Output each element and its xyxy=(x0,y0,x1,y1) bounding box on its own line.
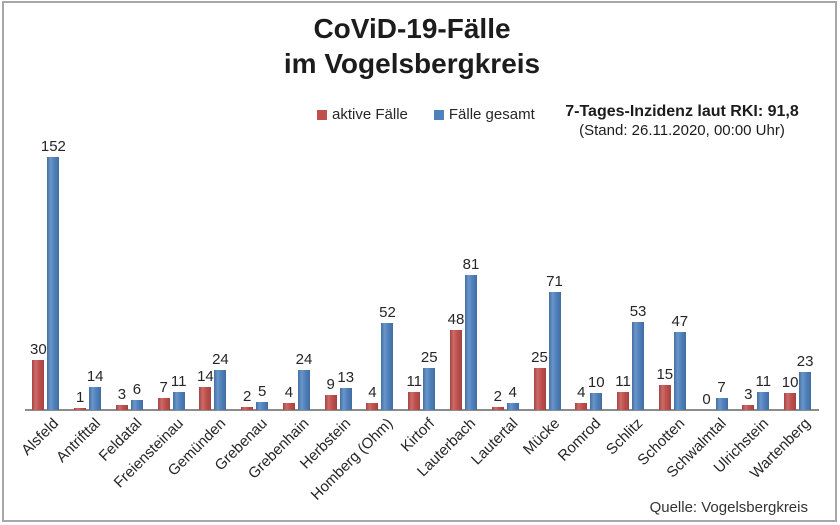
total-cases-bar xyxy=(673,332,686,410)
total-cases-bar xyxy=(256,402,269,410)
legend: aktive Fälle Fälle gesamt xyxy=(317,106,535,123)
source-caption: Quelle: Vogelsbergkreis xyxy=(649,499,808,516)
value-label-active: 25 xyxy=(531,349,548,366)
active-cases-bar xyxy=(533,368,546,410)
value-label-total: 53 xyxy=(629,303,647,320)
incidence-note: 7-Tages-Inzidenz laut RKI: 91,8 (Stand: … xyxy=(565,102,799,140)
total-cases-bar xyxy=(465,275,477,410)
value-label-active: 4 xyxy=(368,384,377,401)
value-label-active: 30 xyxy=(30,341,47,358)
active-cases-bar xyxy=(450,330,462,410)
incidence-note-line2: (Stand: 26.11.2020, 00:00 Uhr) xyxy=(579,122,785,139)
value-label-active: 1 xyxy=(75,389,85,406)
category-label-text: Romrod xyxy=(555,415,605,465)
value-label-total: 6 xyxy=(132,381,142,398)
active-cases-bar xyxy=(742,405,755,410)
active-cases-bar xyxy=(658,385,671,410)
value-label-total: 11 xyxy=(755,373,772,390)
active-cases-bar xyxy=(157,398,170,410)
value-label-active: 15 xyxy=(656,366,674,383)
value-label-active: 2 xyxy=(243,388,252,405)
value-label-total: 24 xyxy=(295,351,313,368)
active-cases-bar xyxy=(282,403,295,410)
value-label-active: 3 xyxy=(117,386,127,403)
value-label-total: 14 xyxy=(86,368,104,385)
active-cases-bar xyxy=(115,405,128,410)
legend-label-total: Fälle gesamt xyxy=(448,106,535,123)
chart-title-line2: im Vogelsbergkreis xyxy=(283,48,541,79)
value-label-total: 13 xyxy=(337,369,355,386)
category-label-text: Antrifttal xyxy=(52,415,104,466)
total-cases-bar xyxy=(757,392,770,410)
value-label-active: 14 xyxy=(197,368,214,385)
value-label-total: 52 xyxy=(379,304,396,321)
active-cases-bar xyxy=(324,395,337,410)
total-cases-bar xyxy=(297,370,310,410)
value-label-total: 23 xyxy=(796,353,814,370)
total-cases-bar xyxy=(214,370,227,410)
total-cases-bar xyxy=(632,322,645,410)
total-cases-bar xyxy=(506,403,519,410)
total-cases-bar xyxy=(130,400,143,410)
total-cases-bar xyxy=(172,392,185,410)
value-label-active: 0 xyxy=(702,391,711,408)
value-label-active: 11 xyxy=(615,373,631,390)
chart-title-line1: CoViD-19-Fälle xyxy=(313,13,511,44)
value-label-active: 48 xyxy=(447,311,465,328)
active-cases-bar xyxy=(617,392,630,410)
active-cases-bar xyxy=(408,392,421,410)
value-label-total: 24 xyxy=(212,351,229,368)
active-cases-bar xyxy=(241,407,254,410)
value-label-active: 9 xyxy=(326,376,335,393)
legend-label-active: aktive Fälle xyxy=(332,106,408,123)
total-cases-bar xyxy=(47,157,60,410)
incidence-note-line1: 7-Tages-Inzidenz laut RKI: 91,8 xyxy=(565,103,799,120)
active-cases-bar xyxy=(366,403,379,410)
total-cases-bar xyxy=(381,323,394,410)
total-cases-bar xyxy=(799,372,812,410)
value-label-total: 81 xyxy=(462,256,480,273)
chart-title: CoViD-19-Fälle im Vogelsbergkreis xyxy=(284,11,540,81)
value-label-active: 10 xyxy=(781,374,799,391)
legend-swatch-total-icon xyxy=(433,109,444,120)
value-label-active: 4 xyxy=(577,384,586,401)
total-cases-bar xyxy=(715,398,728,410)
active-cases-bar xyxy=(32,360,45,410)
total-cases-bar xyxy=(339,388,352,410)
value-label-total: 47 xyxy=(671,313,689,330)
value-label-active: 7 xyxy=(159,379,168,396)
total-cases-bar xyxy=(423,368,436,410)
active-cases-bar xyxy=(575,403,588,410)
value-label-total: 152 xyxy=(40,138,66,155)
legend-item-total-cases: Fälle gesamt xyxy=(433,106,535,123)
value-label-total: 11 xyxy=(170,373,187,390)
active-cases-bar xyxy=(199,387,212,410)
value-label-total: 4 xyxy=(508,384,517,401)
legend-swatch-active-icon xyxy=(317,109,327,120)
total-cases-bar xyxy=(89,387,102,410)
value-label-active: 11 xyxy=(406,373,423,390)
active-cases-bar xyxy=(74,408,87,410)
value-label-total: 10 xyxy=(587,374,605,391)
value-label-total: 7 xyxy=(717,379,726,396)
total-cases-bar xyxy=(590,393,603,410)
value-label-total: 5 xyxy=(258,383,267,400)
value-label-active: 3 xyxy=(744,386,753,403)
active-cases-bar xyxy=(784,393,797,410)
legend-item-active-cases: aktive Fälle xyxy=(317,106,408,123)
value-label-active: 4 xyxy=(284,384,294,401)
active-cases-bar xyxy=(491,407,504,410)
value-label-total: 71 xyxy=(546,273,563,290)
value-label-total: 25 xyxy=(420,349,438,366)
total-cases-bar xyxy=(548,292,561,410)
x-axis-line xyxy=(25,409,819,411)
value-label-active: 2 xyxy=(493,388,502,405)
